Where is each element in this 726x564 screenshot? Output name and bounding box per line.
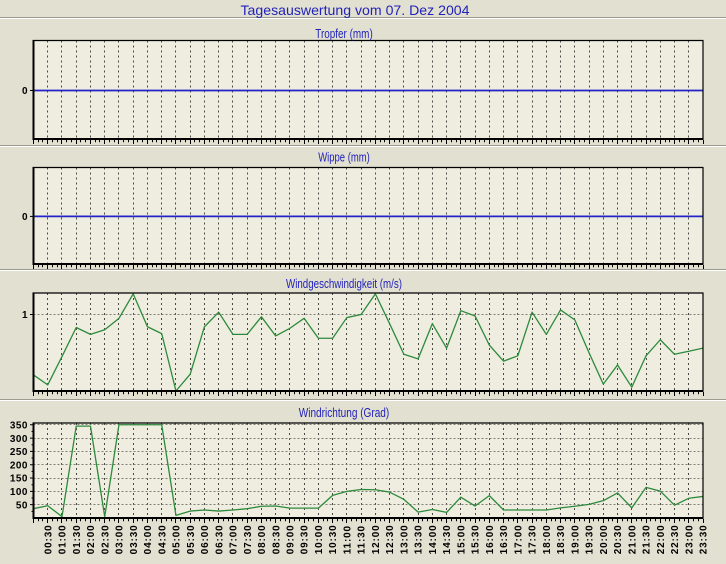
svg-text:14:00: 14:00 <box>428 524 439 554</box>
svg-text:09:00: 09:00 <box>286 524 297 554</box>
svg-text:100: 100 <box>10 487 28 498</box>
svg-text:02:30: 02:30 <box>100 524 111 554</box>
svg-text:11:00: 11:00 <box>342 525 353 554</box>
svg-text:03:30: 03:30 <box>129 524 140 554</box>
svg-text:18:00: 18:00 <box>542 524 553 554</box>
svg-text:300: 300 <box>10 434 28 445</box>
svg-text:0: 0 <box>22 212 28 223</box>
svg-text:00:30: 00:30 <box>43 524 54 554</box>
svg-text:21:00: 21:00 <box>627 524 638 554</box>
svg-text:0: 0 <box>22 86 28 97</box>
svg-text:250: 250 <box>10 447 28 458</box>
svg-text:15:30: 15:30 <box>471 524 482 554</box>
svg-text:12:00: 12:00 <box>371 524 382 554</box>
svg-text:08:30: 08:30 <box>271 524 282 554</box>
svg-text:04:00: 04:00 <box>143 524 154 554</box>
svg-text:21:30: 21:30 <box>642 524 653 554</box>
svg-text:06:00: 06:00 <box>200 524 211 554</box>
svg-text:23:30: 23:30 <box>699 524 710 554</box>
svg-text:22:30: 22:30 <box>670 524 681 554</box>
svg-text:10:00: 10:00 <box>314 524 325 554</box>
svg-text:13:00: 13:00 <box>399 524 410 554</box>
svg-text:08:00: 08:00 <box>257 524 268 554</box>
svg-text:06:30: 06:30 <box>214 524 225 554</box>
svg-text:01:00: 01:00 <box>58 524 69 554</box>
svg-text:Tropfer (mm): Tropfer (mm) <box>315 26 373 41</box>
svg-text:1: 1 <box>22 310 28 321</box>
svg-text:20:30: 20:30 <box>613 524 624 554</box>
svg-text:20:00: 20:00 <box>599 524 610 554</box>
svg-text:15:00: 15:00 <box>456 524 467 554</box>
svg-text:19:30: 19:30 <box>585 524 596 554</box>
svg-text:19:00: 19:00 <box>570 524 581 554</box>
svg-text:10:30: 10:30 <box>328 524 339 554</box>
svg-text:11:30: 11:30 <box>357 525 368 554</box>
svg-text:23:00: 23:00 <box>684 524 695 554</box>
svg-text:Tagesauswertung vom 07. Dez 20: Tagesauswertung vom 07. Dez 2004 <box>241 2 470 18</box>
svg-text:Windrichtung (Grad): Windrichtung (Grad) <box>299 405 390 420</box>
svg-text:Windgeschwindigkeit (m/s): Windgeschwindigkeit (m/s) <box>286 276 402 291</box>
svg-text:07:00: 07:00 <box>229 524 240 554</box>
svg-text:17:00: 17:00 <box>513 524 524 554</box>
svg-text:16:30: 16:30 <box>499 524 510 554</box>
svg-text:150: 150 <box>10 474 28 485</box>
svg-text:Wippe (mm): Wippe (mm) <box>318 150 370 165</box>
svg-text:17:30: 17:30 <box>528 524 539 554</box>
svg-text:02:00: 02:00 <box>86 524 97 554</box>
svg-text:07:30: 07:30 <box>243 524 254 554</box>
svg-text:350: 350 <box>10 420 28 431</box>
svg-text:50: 50 <box>16 500 28 511</box>
svg-text:01:30: 01:30 <box>72 524 83 554</box>
svg-text:03:00: 03:00 <box>115 524 126 554</box>
svg-text:05:00: 05:00 <box>172 524 183 554</box>
svg-text:12:30: 12:30 <box>385 524 396 554</box>
svg-text:13:30: 13:30 <box>414 524 425 554</box>
svg-text:05:30: 05:30 <box>186 524 197 554</box>
svg-text:200: 200 <box>10 460 28 471</box>
svg-text:22:00: 22:00 <box>656 524 667 554</box>
svg-text:18:30: 18:30 <box>556 524 567 554</box>
svg-text:04:30: 04:30 <box>157 524 168 554</box>
svg-text:16:00: 16:00 <box>485 524 496 554</box>
svg-text:09:30: 09:30 <box>300 524 311 554</box>
svg-text:14:30: 14:30 <box>442 524 453 554</box>
